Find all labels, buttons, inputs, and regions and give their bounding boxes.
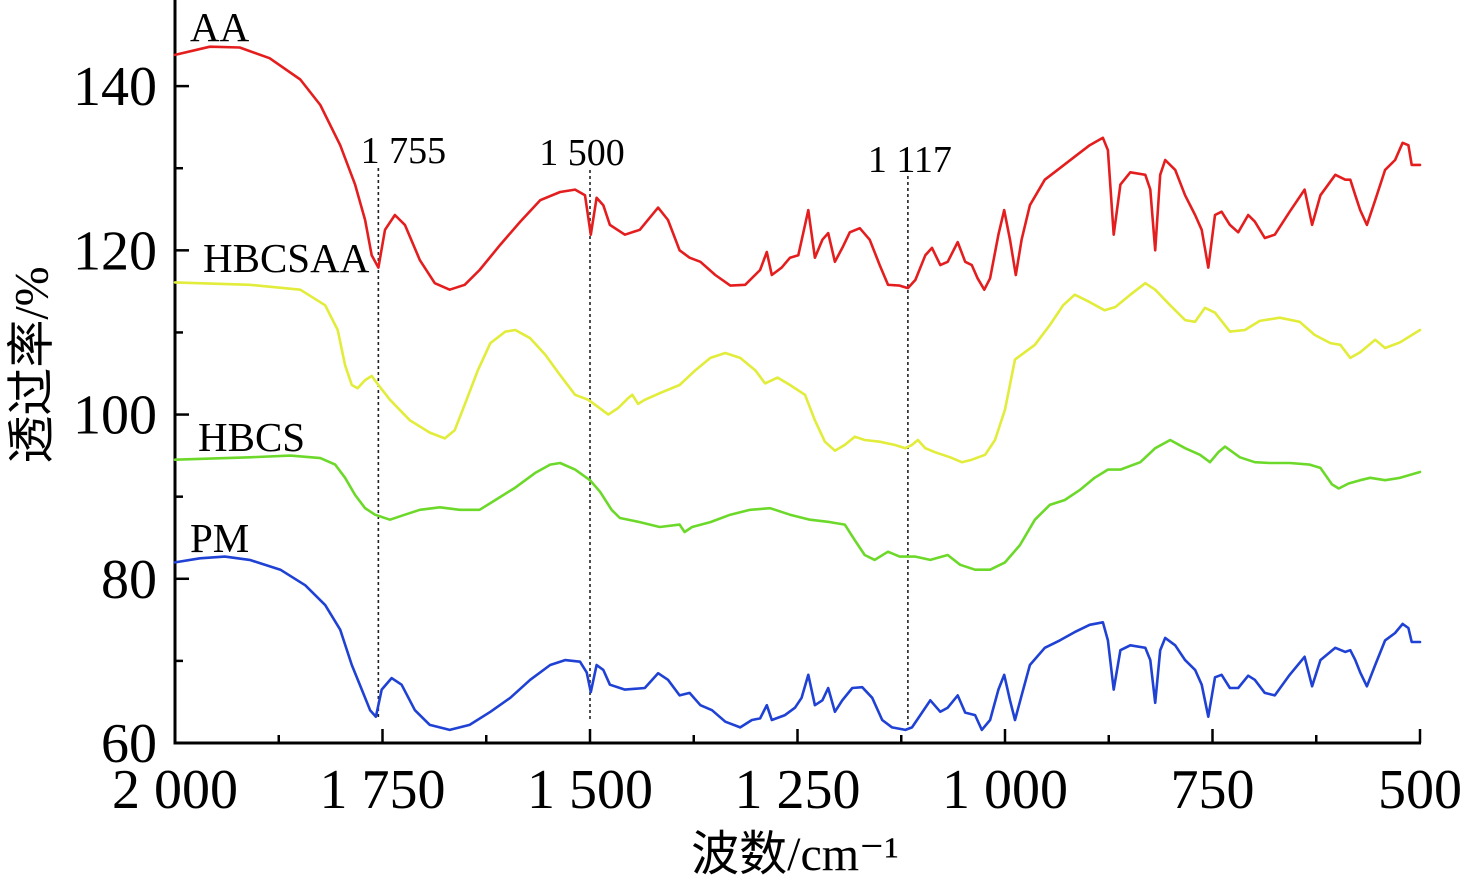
x-tick-label: 1 000 xyxy=(942,759,1068,821)
annotation-markers: 1 755 1 500 1 117 xyxy=(361,130,952,730)
x-axis-label: 波数/cm⁻¹ xyxy=(691,828,899,881)
annotation-label: 1 755 xyxy=(361,130,447,172)
series-lines xyxy=(173,45,1422,732)
x-tick-label: 500 xyxy=(1378,759,1462,821)
axes: 60 80 100 120 140 2 000 1 750 1 500 1 250 1 000 75… xyxy=(73,0,1462,821)
series-label-aa: AA xyxy=(190,4,250,50)
series-label-hbcs: HBCS xyxy=(198,414,305,460)
x-tick-label: 1 250 xyxy=(735,759,861,821)
y-tick-label: 80 xyxy=(101,549,157,611)
x-tick-label: 750 xyxy=(1171,759,1255,821)
x-tick-label: 2 000 xyxy=(112,759,238,821)
x-tick-label: 1 500 xyxy=(527,759,653,821)
series-label-pm: PM xyxy=(190,515,249,561)
annotation-label: 1 117 xyxy=(868,139,952,181)
series-line-aa xyxy=(173,45,1422,291)
y-axis-label: 透过率/% xyxy=(6,266,59,463)
series-line-hbcs xyxy=(173,438,1422,571)
series-label-hbcsaa: HBCSAA xyxy=(203,235,370,281)
y-tick-label: 100 xyxy=(73,385,157,447)
y-tick-label: 120 xyxy=(73,220,157,282)
y-tick-label: 60 xyxy=(101,713,157,775)
x-tick-label: 1 750 xyxy=(320,759,446,821)
annotation-label: 1 500 xyxy=(539,132,625,174)
series-line-hbcsaa xyxy=(173,281,1422,464)
series-labels: AA HBCSAA HBCS PM xyxy=(190,4,370,561)
y-tick-label: 140 xyxy=(73,56,157,118)
series-line-pm xyxy=(173,555,1422,732)
